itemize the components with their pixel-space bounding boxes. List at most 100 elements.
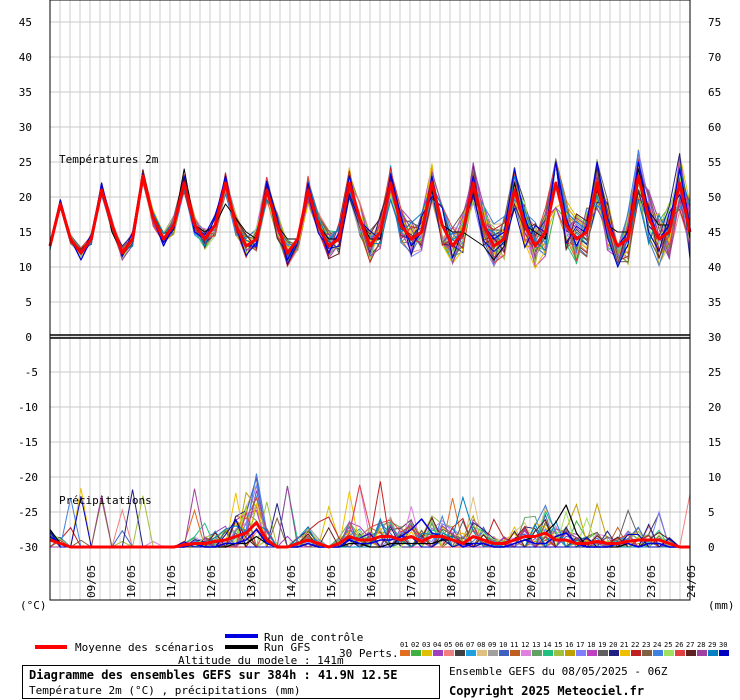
pert-swatch [697,650,707,656]
temp-tick-label: 0 [25,331,32,344]
pert-swatch [411,650,421,656]
pert-number: 27 [686,641,694,649]
pert-number: 11 [510,641,518,649]
right-temp-tick-label: 60 [708,121,721,134]
pert-swatch [686,650,696,656]
precip-left-tick-label: -15 [18,436,38,449]
precip-right-tick-label: 5 [708,506,715,519]
ensemble-run-info: Ensemble GEFS du 08/05/2025 - 06Z [449,665,668,678]
right-temp-tick-label: 65 [708,86,721,99]
legend-gfs-label: Run GFS [264,641,311,654]
right-temp-tick-label: 70 [708,51,721,64]
pert-swatch [609,650,619,656]
pert-swatch [642,650,652,656]
pert-swatch [433,650,443,656]
date-tick-label: 15/05 [325,565,338,598]
perturbation-legend: 01 02 03 04 05 06 07 08 09 10 11 12 13 14 15 16 17 18 19 20… [400,641,729,656]
pert-number: 14 [543,641,551,649]
date-tick-label: 20/05 [525,565,538,598]
pert-number: 20 [609,641,617,649]
pert-number: 29 [708,641,716,649]
pert-number: 26 [675,641,683,649]
precipitation-main-series [49,504,690,549]
date-tick-label: 10/05 [125,565,138,598]
left-unit: (°C) [20,599,47,612]
temp-tick-label: 30 [19,121,32,134]
precip-left-tick-label: -30 [18,541,38,554]
pert-swatch [664,650,674,656]
date-tick-label: 13/05 [245,565,258,598]
legend-lines [35,634,258,649]
precip-left-tick-label: -20 [18,471,38,484]
temp-member-line [49,160,691,270]
pert-swatch [488,650,498,656]
chart-axes: 510152025303540450354045505560657075-30-… [18,0,721,601]
pert-number: 21 [620,641,628,649]
date-tick-label: 11/05 [165,565,178,598]
pert-swatch [455,650,465,656]
precip-right-tick-label: 30 [708,331,721,344]
model-altitude: Altitude du modele : 141m [178,654,344,667]
pert-swatch [620,650,630,656]
pert-swatch [719,650,729,656]
pert-number: 18 [587,641,595,649]
date-tick-label: 19/05 [485,565,498,598]
right-temp-tick-label: 50 [708,191,721,204]
date-tick-label: 23/05 [645,565,658,598]
pert-number: 04 [433,641,441,649]
date-tick-label: 24/05 [685,565,698,598]
temp-tick-label: 5 [25,296,32,309]
pert-number: 22 [631,641,639,649]
right-temp-tick-label: 55 [708,156,721,169]
pert-number: 24 [653,641,661,649]
pert-swatch [422,650,432,656]
pert-swatch [532,650,542,656]
pert-number: 07 [466,641,474,649]
right-temp-tick-label: 35 [708,296,721,309]
precip-left-tick-label: -5 [25,366,38,379]
chart-title: Diagramme des ensembles GEFS sur 384h : … [29,668,398,682]
pert-number: 15 [554,641,562,649]
pert-swatch [444,650,454,656]
temp-tick-label: 40 [19,51,32,64]
pert-number: 05 [444,641,452,649]
temp-tick-label: 35 [19,86,32,99]
pert-number: 25 [664,641,672,649]
precipitation-label: Précipitations [59,494,152,507]
pert-number: 01 [400,641,408,649]
chart-subtitle: Température 2m (°C) , précipitations (mm… [29,684,301,697]
pert-swatch [653,650,663,656]
pert-swatch [587,650,597,656]
precip-left-tick-label: -10 [18,401,38,414]
pert-swatch [510,650,520,656]
temp-tick-label: 45 [19,16,32,29]
temp-tick-label: 15 [19,226,32,239]
date-tick-label: 17/05 [405,565,418,598]
pert-swatch [598,650,608,656]
legend-mean-label: Moyenne des scénarios [75,641,215,654]
pert-swatch [466,650,476,656]
pert-swatch [576,650,586,656]
date-tick-label: 21/05 [565,565,578,598]
pert-number: 08 [477,641,485,649]
pert-swatch [631,650,641,656]
temp-tick-label: 25 [19,156,32,169]
temperature-label: Températures 2m [59,153,159,166]
plot-frame [49,0,691,601]
pert-swatch [499,650,509,656]
pert-number: 06 [455,641,463,649]
legend-perts-label: 30 Perts. [339,647,399,660]
date-tick-label: 16/05 [365,565,378,598]
precip-right-tick-label: 0 [708,541,715,554]
temp-mean-line [48,174,692,255]
date-tick-label: 09/05 [85,565,98,598]
temp-tick-label: 10 [19,261,32,274]
chart-title-box: Diagramme des ensembles GEFS sur 384h : … [22,665,440,699]
pert-swatch [675,650,685,656]
right-temp-tick-label: 45 [708,226,721,239]
right-temp-tick-label: 40 [708,261,721,274]
pert-swatch [400,650,410,656]
pert-swatch [565,650,575,656]
pert-number: 30 [719,641,727,649]
